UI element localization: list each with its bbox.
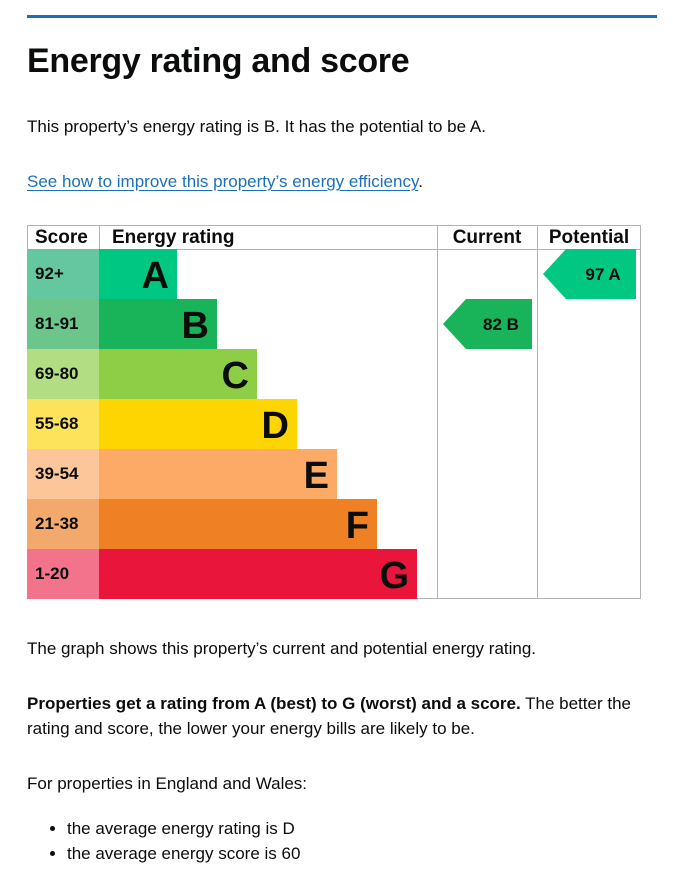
current-rating-marker-label: 82 B [483,315,519,334]
averages-list: the average energy rating is D the avera… [27,816,300,866]
score-range-cell [27,499,99,549]
rating-letter: D [262,405,289,447]
score-range-label: 1-20 [35,564,69,583]
rating-letter: E [304,455,329,497]
rating-bar-a [99,249,177,299]
list-item: the average energy rating is D [67,816,300,841]
improve-link-paragraph: See how to improve this property’s energ… [27,169,647,194]
rating-explanation-bold: Properties get a rating from A (best) to… [27,694,521,713]
score-range-label: 69-80 [35,364,78,383]
current-column-header: Current [453,227,522,248]
england-wales-intro: For properties in England and Wales: [27,774,308,793]
rating-bar-e [99,449,337,499]
list-item: the average energy score is 60 [67,841,300,866]
rating-summary: This property’s energy rating is B. It h… [27,117,486,136]
rating-bar-b [99,299,217,349]
potential-column-header: Potential [549,227,629,248]
page-title: Energy rating and score [27,42,410,80]
rating-letter: B [182,305,209,347]
rating-bar-c [99,349,257,399]
score-range-cell [27,549,99,599]
rating-bar-g [99,549,417,599]
score-range-label: 92+ [35,264,64,283]
score-range-cell [27,249,99,299]
potential-rating-marker [543,249,636,299]
improve-efficiency-link[interactable]: See how to improve this property’s energ… [27,172,419,191]
rating-bar-d [99,399,297,449]
section-divider [27,15,657,18]
score-range-cell [27,299,99,349]
rating-letter: C [222,355,249,397]
link-suffix: . [418,172,423,191]
score-range-cell [27,349,99,399]
energy-rating-chart: Score Energy rating Current Potential 92+ A 81… [27,225,641,599]
score-range-cell [27,399,99,449]
rating-letter: A [142,255,169,297]
graph-caption: The graph shows this property’s current … [27,639,537,658]
rating-column-header: Energy rating [112,227,234,248]
rating-explanation-rest: The better the rating and score, the low… [27,694,631,738]
score-column-header: Score [35,227,88,248]
rating-letter: G [379,555,409,597]
score-range-cell [27,449,99,499]
rating-explanation: Properties get a rating from A (best) to… [27,691,647,741]
score-range-label: 21-38 [35,514,78,533]
rating-letter: F [346,505,369,547]
score-range-label: 39-54 [35,464,79,483]
score-range-label: 81-91 [35,314,78,333]
potential-rating-marker-label: 97 A [585,265,620,284]
rating-bar-f [99,499,377,549]
current-rating-marker [443,299,532,349]
score-range-label: 55-68 [35,414,78,433]
